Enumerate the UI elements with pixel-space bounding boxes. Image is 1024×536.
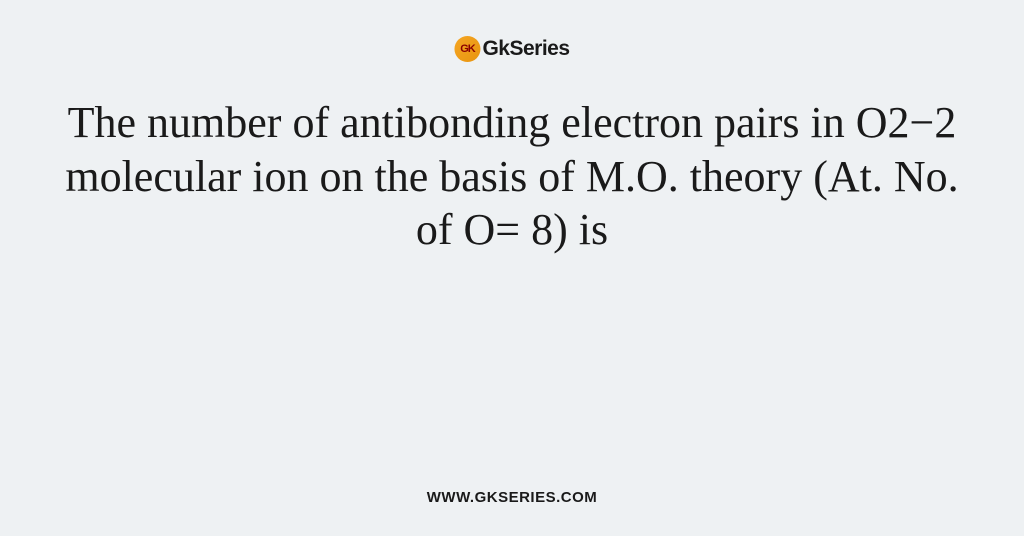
question-text: The number of antibonding electron pairs…: [52, 96, 972, 257]
footer-url: WWW.GKSERIES.COM: [427, 489, 598, 506]
logo-icon: [454, 36, 480, 62]
logo-brand-text: GkSeries: [482, 37, 569, 61]
logo-container: GkSeries: [454, 36, 569, 62]
